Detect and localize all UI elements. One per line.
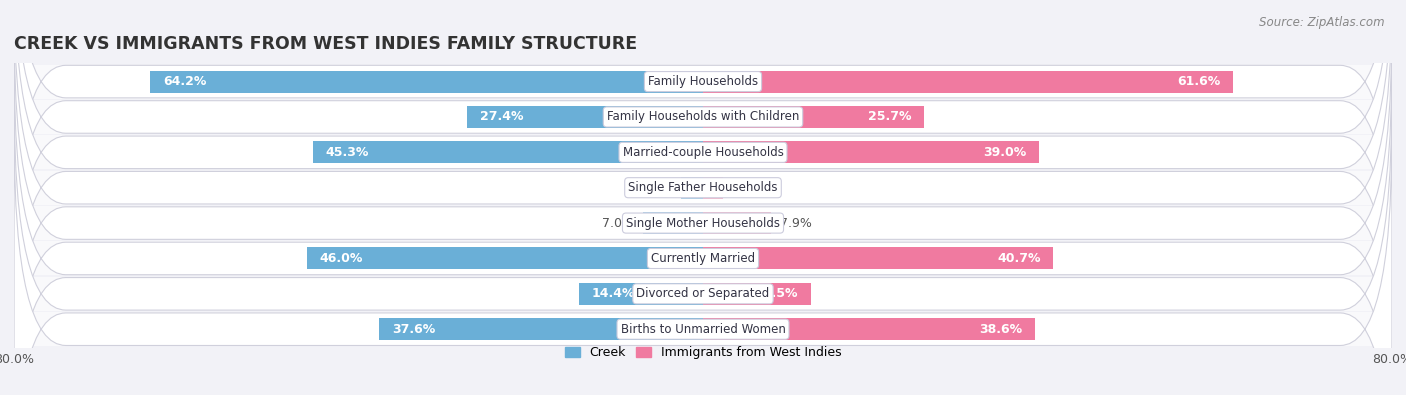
FancyBboxPatch shape: [14, 0, 1392, 384]
Bar: [703, 212, 770, 234]
Bar: [307, 248, 703, 269]
Text: 25.7%: 25.7%: [868, 111, 911, 124]
Bar: [14, 277, 1392, 311]
FancyBboxPatch shape: [14, 0, 1392, 348]
Text: 7.9%: 7.9%: [780, 216, 811, 229]
Text: Single Father Households: Single Father Households: [628, 181, 778, 194]
FancyBboxPatch shape: [14, 0, 1392, 278]
Text: 12.5%: 12.5%: [754, 287, 797, 300]
Text: Source: ZipAtlas.com: Source: ZipAtlas.com: [1260, 16, 1385, 29]
Bar: [681, 177, 703, 199]
Bar: [14, 65, 1392, 99]
Bar: [14, 135, 1392, 169]
Text: 46.0%: 46.0%: [319, 252, 363, 265]
Bar: [14, 206, 1392, 240]
Text: 39.0%: 39.0%: [983, 146, 1026, 159]
Bar: [703, 177, 723, 199]
Text: Currently Married: Currently Married: [651, 252, 755, 265]
Text: 61.6%: 61.6%: [1177, 75, 1220, 88]
FancyBboxPatch shape: [14, 98, 1392, 395]
Text: Single Mother Households: Single Mother Households: [626, 216, 780, 229]
Text: 7.0%: 7.0%: [602, 216, 634, 229]
FancyBboxPatch shape: [14, 62, 1392, 395]
Bar: [14, 171, 1392, 205]
Text: Family Households: Family Households: [648, 75, 758, 88]
Bar: [643, 212, 703, 234]
Text: 37.6%: 37.6%: [392, 323, 436, 336]
Text: 40.7%: 40.7%: [997, 252, 1040, 265]
Text: 38.6%: 38.6%: [980, 323, 1022, 336]
Bar: [703, 283, 811, 305]
Text: Married-couple Households: Married-couple Households: [623, 146, 783, 159]
Text: 2.3%: 2.3%: [731, 181, 763, 194]
Bar: [380, 318, 703, 340]
Text: Divorced or Separated: Divorced or Separated: [637, 287, 769, 300]
Bar: [703, 248, 1053, 269]
Bar: [703, 141, 1039, 163]
Bar: [314, 141, 703, 163]
Bar: [467, 106, 703, 128]
Text: 64.2%: 64.2%: [163, 75, 207, 88]
FancyBboxPatch shape: [14, 27, 1392, 395]
FancyBboxPatch shape: [14, 133, 1392, 395]
Bar: [14, 312, 1392, 346]
Text: CREEK VS IMMIGRANTS FROM WEST INDIES FAMILY STRUCTURE: CREEK VS IMMIGRANTS FROM WEST INDIES FAM…: [14, 35, 637, 53]
Text: 2.6%: 2.6%: [640, 181, 672, 194]
Bar: [14, 241, 1392, 275]
Bar: [703, 71, 1233, 92]
Text: Family Households with Children: Family Households with Children: [607, 111, 799, 124]
Text: 14.4%: 14.4%: [592, 287, 636, 300]
Bar: [150, 71, 703, 92]
Bar: [703, 318, 1035, 340]
Legend: Creek, Immigrants from West Indies: Creek, Immigrants from West Indies: [560, 341, 846, 364]
Bar: [579, 283, 703, 305]
Text: 45.3%: 45.3%: [326, 146, 370, 159]
Bar: [703, 106, 924, 128]
Text: 27.4%: 27.4%: [479, 111, 523, 124]
Text: Births to Unmarried Women: Births to Unmarried Women: [620, 323, 786, 336]
Bar: [14, 100, 1392, 134]
FancyBboxPatch shape: [14, 0, 1392, 313]
